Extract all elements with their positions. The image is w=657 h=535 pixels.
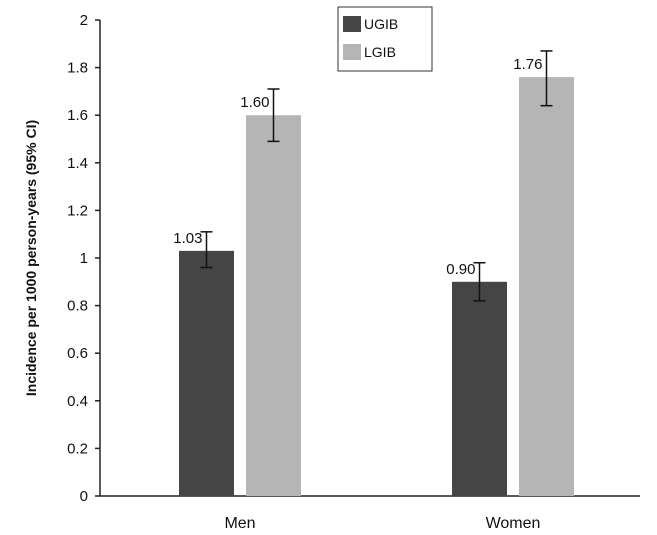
y-tick-label: 1.6 xyxy=(67,107,88,124)
bar-ugib-men xyxy=(179,250,234,496)
bars xyxy=(179,77,574,497)
legend: UGIB LGIB xyxy=(337,6,433,72)
y-tick-label: 0.2 xyxy=(67,440,88,457)
y-tick-label: 1.2 xyxy=(67,202,88,219)
data-label-ugib-women: 0.90 xyxy=(446,261,475,278)
y-tick-label: 1 xyxy=(80,250,88,267)
y-tick-label: 1.4 xyxy=(67,155,88,172)
y-tick-label: 1.8 xyxy=(67,60,88,77)
data-labels: 1.03 1.60 0.90 1.76 xyxy=(173,56,542,278)
data-label-ugib-men: 1.03 xyxy=(173,230,202,247)
legend-swatch-lgib xyxy=(343,44,361,60)
y-axis-label: Incidence per 1000 person-years (95% CI) xyxy=(23,120,39,396)
y-tick-label: 0 xyxy=(80,488,88,505)
data-label-lgib-men: 1.60 xyxy=(240,94,269,111)
data-label-lgib-women: 1.76 xyxy=(513,56,542,73)
bar-ugib-women xyxy=(452,281,507,496)
y-ticks: 0 0.2 0.4 0.6 0.8 1 1.2 1.4 1.6 1.8 2 xyxy=(67,12,100,505)
legend-swatch-ugib xyxy=(343,16,361,32)
error-bars xyxy=(200,50,553,302)
x-tick-labels: Men Women xyxy=(224,515,540,532)
y-tick-label: 2 xyxy=(80,12,88,29)
legend-label-ugib: UGIB xyxy=(364,16,398,32)
y-tick-label: 0.8 xyxy=(67,298,88,315)
y-tick-label: 0.6 xyxy=(67,345,88,362)
bar-lgib-men xyxy=(246,115,301,496)
y-tick-label: 0.4 xyxy=(67,393,88,410)
x-tick-label-men: Men xyxy=(224,515,255,532)
legend-label-lgib: LGIB xyxy=(364,44,396,60)
x-tick-label-women: Women xyxy=(486,515,541,532)
bar-lgib-women xyxy=(519,77,574,497)
